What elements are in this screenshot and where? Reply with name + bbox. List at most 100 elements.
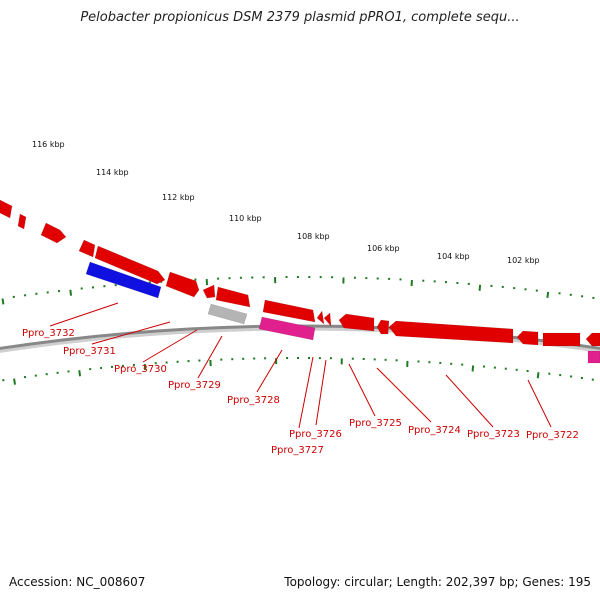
gene-feature[interactable] <box>587 350 600 364</box>
scale-tick <box>1 298 5 305</box>
scale-dot <box>515 368 518 371</box>
gene-label[interactable]: Ppro_3730 <box>114 364 167 375</box>
scale-dot <box>365 277 368 280</box>
scale-dot <box>253 357 256 360</box>
scale-tick <box>478 284 482 291</box>
gene-feature[interactable] <box>94 245 166 285</box>
scale-tick <box>471 365 475 372</box>
scale-dot <box>456 282 459 284</box>
gene-feature[interactable] <box>40 222 67 244</box>
scale-dot <box>148 281 151 284</box>
scale-dot <box>231 358 234 361</box>
scale-dot <box>132 363 135 366</box>
gene-feature[interactable] <box>78 239 96 258</box>
gene-label[interactable]: Ppro_3726 <box>289 429 342 440</box>
gene-feature[interactable] <box>516 330 539 346</box>
scale-dot <box>121 364 124 367</box>
tick-label: 106 kbp <box>367 244 400 253</box>
scale-dot <box>89 368 92 371</box>
scale-dot <box>176 360 179 363</box>
map-title: Pelobacter propionicus DSM 2379 plasmid … <box>80 10 520 25</box>
scale-dot <box>165 361 168 364</box>
scale-dot <box>439 361 442 364</box>
genome-summary-text: Topology: circular; Length: 202,397 bp; … <box>284 575 591 589</box>
scale-dot <box>581 295 584 298</box>
scale-dot <box>483 365 485 368</box>
gene-feature[interactable] <box>0 199 13 219</box>
scale-dot <box>114 284 117 287</box>
scale-dot <box>285 276 288 278</box>
scale-tick <box>13 378 16 385</box>
gene-label[interactable]: Ppro_3723 <box>467 429 520 440</box>
accession-text: Accession: NC_008607 <box>9 575 146 589</box>
scale-dot <box>467 282 470 285</box>
scale-dot <box>24 376 26 379</box>
gene-feature[interactable] <box>323 312 332 327</box>
scale-dot <box>417 360 420 363</box>
scale-dot <box>331 276 334 279</box>
scale-dot <box>388 277 391 280</box>
scale-dot <box>591 378 594 381</box>
scale-dot <box>242 357 245 360</box>
scale-dot <box>198 359 201 362</box>
scale-dot <box>194 278 197 281</box>
gene-feature[interactable] <box>585 332 600 347</box>
gene-feature[interactable] <box>542 332 581 347</box>
gene-label[interactable]: Ppro_3728 <box>227 395 280 406</box>
gene-feature[interactable] <box>258 316 316 341</box>
scale-dot <box>362 358 365 360</box>
scale-dot <box>329 357 332 360</box>
gene-feature[interactable] <box>85 261 162 299</box>
scale-dot <box>513 287 516 290</box>
inner-scale-dots <box>2 357 594 382</box>
scale-dot <box>548 372 551 375</box>
gene-feature[interactable] <box>388 320 514 344</box>
scale-dot <box>526 370 529 372</box>
scale-dot <box>501 285 504 288</box>
gene-label[interactable]: Ppro_3725 <box>349 418 402 429</box>
scale-dot <box>569 293 572 296</box>
gene-feature[interactable] <box>215 286 251 308</box>
scale-dot <box>395 359 398 362</box>
gene-label[interactable]: Ppro_3722 <box>526 430 579 441</box>
scale-dot <box>490 284 493 287</box>
scale-tick <box>546 291 550 299</box>
gene-feature[interactable] <box>17 213 27 230</box>
gene-feature[interactable] <box>262 299 316 323</box>
gene-feature[interactable] <box>316 310 325 325</box>
gene-label[interactable]: Ppro_3724 <box>408 425 461 436</box>
tick-label: 110 kbp <box>229 214 262 223</box>
gene-feature[interactable] <box>338 313 375 332</box>
tick-label: 104 kbp <box>437 252 470 261</box>
scale-dot <box>46 291 49 294</box>
scale-dot <box>504 367 507 370</box>
scale-dot <box>524 288 527 291</box>
tick-label: 102 kbp <box>507 256 540 265</box>
scale-dot <box>286 357 289 359</box>
scale-dot <box>264 357 267 360</box>
gene-label[interactable]: Ppro_3727 <box>271 445 324 456</box>
scale-tick-labels: 116 kbp 114 kbp 112 kbp 110 kbp 108 kbp … <box>32 140 540 265</box>
gene-feature[interactable] <box>376 319 390 335</box>
scale-dot <box>433 280 436 283</box>
scale-dot <box>384 358 387 361</box>
gene-label[interactable]: Ppro_3731 <box>63 346 116 357</box>
tick-label: 116 kbp <box>32 140 65 149</box>
gene-label[interactable]: Ppro_3729 <box>168 380 221 391</box>
gene-feature[interactable] <box>165 271 200 298</box>
gene-feature[interactable] <box>207 303 248 325</box>
scale-dot <box>353 276 356 279</box>
gene-label[interactable]: Ppro_3732 <box>22 328 75 339</box>
scale-tick <box>78 370 81 377</box>
scale-tick <box>536 372 540 379</box>
scale-dot <box>297 357 299 359</box>
scale-dot <box>373 358 376 361</box>
scale-dot <box>2 379 5 382</box>
scale-dot <box>24 294 27 297</box>
scale-dot <box>493 366 496 369</box>
scale-dot <box>67 370 70 373</box>
gene-feature[interactable] <box>202 284 216 299</box>
scale-dot <box>45 373 48 376</box>
